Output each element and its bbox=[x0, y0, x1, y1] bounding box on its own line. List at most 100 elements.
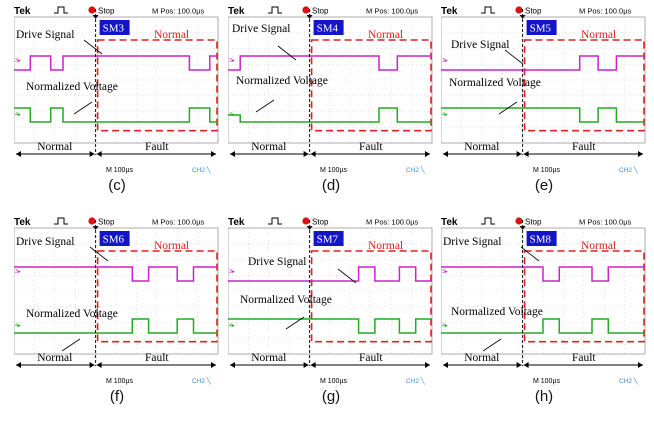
stop-indicator-icon bbox=[302, 6, 310, 14]
fault-box-label: Normal bbox=[581, 240, 616, 252]
submodule-label: SM3 bbox=[103, 23, 125, 35]
status-label: Stop bbox=[98, 7, 115, 16]
ch4-marker: 4▸ bbox=[15, 323, 21, 329]
stop-indicator-icon bbox=[88, 217, 96, 225]
panel-caption: (d) bbox=[321, 177, 341, 194]
drive-signal-label: Drive Signal bbox=[248, 256, 306, 268]
fault-region-box bbox=[96, 39, 218, 132]
trigger-icon bbox=[268, 6, 282, 14]
status-label: Stop bbox=[525, 218, 542, 227]
submodule-badge bbox=[313, 231, 344, 246]
timebase-label: M 100µs bbox=[106, 378, 133, 385]
ch4-marker: 4▸ bbox=[442, 112, 448, 118]
voltage-trace bbox=[228, 107, 432, 123]
scope-panel: Tek Stop M Pos: 100.0µs Normal 3▸ 4▸ Drive Sig… bbox=[14, 215, 220, 407]
ch3-marker: 3▸ bbox=[15, 269, 21, 275]
submodule-badge bbox=[99, 20, 130, 35]
ch2-label: CH2 ╲ bbox=[406, 165, 426, 174]
scope-screen: Tek Stop M Pos: 100.0µs Normal 3▸ 4▸ Drive Sig… bbox=[228, 217, 433, 385]
submodule-badge bbox=[526, 231, 557, 246]
brand-label: Tek bbox=[228, 6, 245, 17]
fault-region-box bbox=[310, 39, 432, 132]
pointer-arrow bbox=[285, 316, 305, 330]
fault-region-box bbox=[523, 250, 645, 343]
ch4-marker: 4▸ bbox=[229, 112, 235, 118]
stop-indicator-icon bbox=[302, 217, 310, 225]
ch2-label: CH2 ╲ bbox=[619, 376, 639, 385]
fault-box-label: Normal bbox=[368, 240, 403, 252]
scope-panel: Tek Stop M Pos: 100.0µs Normal 3▸ 4▸ Drive Sig… bbox=[228, 4, 434, 196]
mpos-label: M Pos: 100.0µs bbox=[579, 7, 632, 16]
trigger-icon bbox=[54, 6, 68, 14]
scope-panel: Tek Stop M Pos: 100.0µs Normal 3▸ 4▸ Drive Sig… bbox=[228, 215, 434, 407]
normal-span-label: Normal bbox=[251, 141, 286, 153]
mpos-label: M Pos: 100.0µs bbox=[366, 218, 419, 227]
brand-label: Tek bbox=[14, 217, 31, 228]
trigger-position-icon bbox=[306, 226, 313, 230]
drive-signal-trace bbox=[14, 266, 218, 282]
submodule-label: SM7 bbox=[317, 234, 339, 246]
trigger-position-icon bbox=[306, 15, 313, 19]
scope-panel: Tek Stop M Pos: 100.0µs Normal 3▸ 4▸ Drive Sig… bbox=[441, 215, 647, 407]
timebase-label: M 100µs bbox=[533, 378, 560, 385]
fault-box-label: Normal bbox=[368, 29, 403, 41]
pointer-arrow bbox=[520, 246, 540, 262]
ch3-marker: 3▸ bbox=[229, 58, 235, 64]
pointer-arrow bbox=[482, 338, 502, 352]
fault-span-label: Fault bbox=[145, 352, 169, 364]
fault-span-label: Fault bbox=[359, 352, 383, 364]
submodule-badge bbox=[526, 20, 557, 35]
trigger-icon bbox=[54, 217, 68, 225]
status-label: Stop bbox=[525, 7, 542, 16]
status-label: Stop bbox=[312, 218, 329, 227]
pointer-arrow bbox=[83, 39, 103, 55]
ch4-marker: 4▸ bbox=[15, 112, 21, 118]
fault-span-label: Fault bbox=[145, 141, 169, 153]
stop-indicator-icon bbox=[515, 217, 523, 225]
scope-screen: Tek Stop M Pos: 100.0µs Normal 3▸ 4▸ Drive Sig… bbox=[228, 6, 433, 174]
pointer-arrow bbox=[277, 45, 297, 61]
timebase-label: M 100µs bbox=[320, 167, 347, 174]
voltage-trace bbox=[441, 318, 645, 334]
ch3-marker: 3▸ bbox=[15, 58, 21, 64]
fault-span-label: Fault bbox=[572, 352, 596, 364]
voltage-label: Normalized Voltage bbox=[26, 81, 118, 93]
voltage-trace bbox=[228, 318, 432, 334]
trigger-position-icon bbox=[92, 15, 99, 19]
scope-panel: Tek Stop M Pos: 100.0µs Normal 3▸ 4▸ Drive Sig… bbox=[441, 4, 647, 196]
pointer-arrow bbox=[498, 101, 518, 115]
drive-signal-label: Drive Signal bbox=[232, 23, 290, 35]
submodule-badge bbox=[99, 231, 130, 246]
panel-caption: (h) bbox=[534, 388, 554, 405]
pointer-arrow bbox=[73, 101, 93, 115]
normal-span-label: Normal bbox=[464, 352, 499, 364]
fault-region-box bbox=[96, 250, 218, 343]
fault-box-label: Normal bbox=[154, 240, 189, 252]
ch2-label: CH2 ╲ bbox=[192, 376, 212, 385]
drive-signal-trace bbox=[14, 55, 218, 71]
fault-span-label: Fault bbox=[359, 141, 383, 153]
timebase-label: M 100µs bbox=[533, 167, 560, 174]
ch3-marker: 3▸ bbox=[229, 269, 235, 275]
scope-screen: Tek Stop M Pos: 100.0µs Normal 3▸ 4▸ Drive Sig… bbox=[441, 6, 646, 174]
brand-label: Tek bbox=[228, 217, 245, 228]
submodule-label: SM8 bbox=[530, 234, 552, 246]
pointer-arrow bbox=[255, 99, 275, 113]
submodule-badge bbox=[313, 20, 344, 35]
submodule-label: SM6 bbox=[103, 234, 125, 246]
pointer-arrow bbox=[61, 338, 81, 352]
ch2-label: CH2 ╲ bbox=[406, 376, 426, 385]
ch4-marker: 4▸ bbox=[229, 323, 235, 329]
scope-panel: Tek Stop M Pos: 100.0µs Normal 3▸ 4▸ Drive Sig… bbox=[14, 4, 220, 196]
submodule-label: SM5 bbox=[530, 23, 552, 35]
fault-region-box bbox=[523, 39, 645, 132]
trigger-icon bbox=[481, 6, 495, 14]
voltage-label: Normalized Voltage bbox=[26, 308, 118, 320]
ch3-marker: 3▸ bbox=[442, 58, 448, 64]
stop-indicator-icon bbox=[515, 6, 523, 14]
fault-span-label: Fault bbox=[572, 141, 596, 153]
brand-label: Tek bbox=[441, 6, 458, 17]
pointer-arrow bbox=[504, 49, 524, 65]
normal-span-label: Normal bbox=[464, 141, 499, 153]
brand-label: Tek bbox=[441, 217, 458, 228]
